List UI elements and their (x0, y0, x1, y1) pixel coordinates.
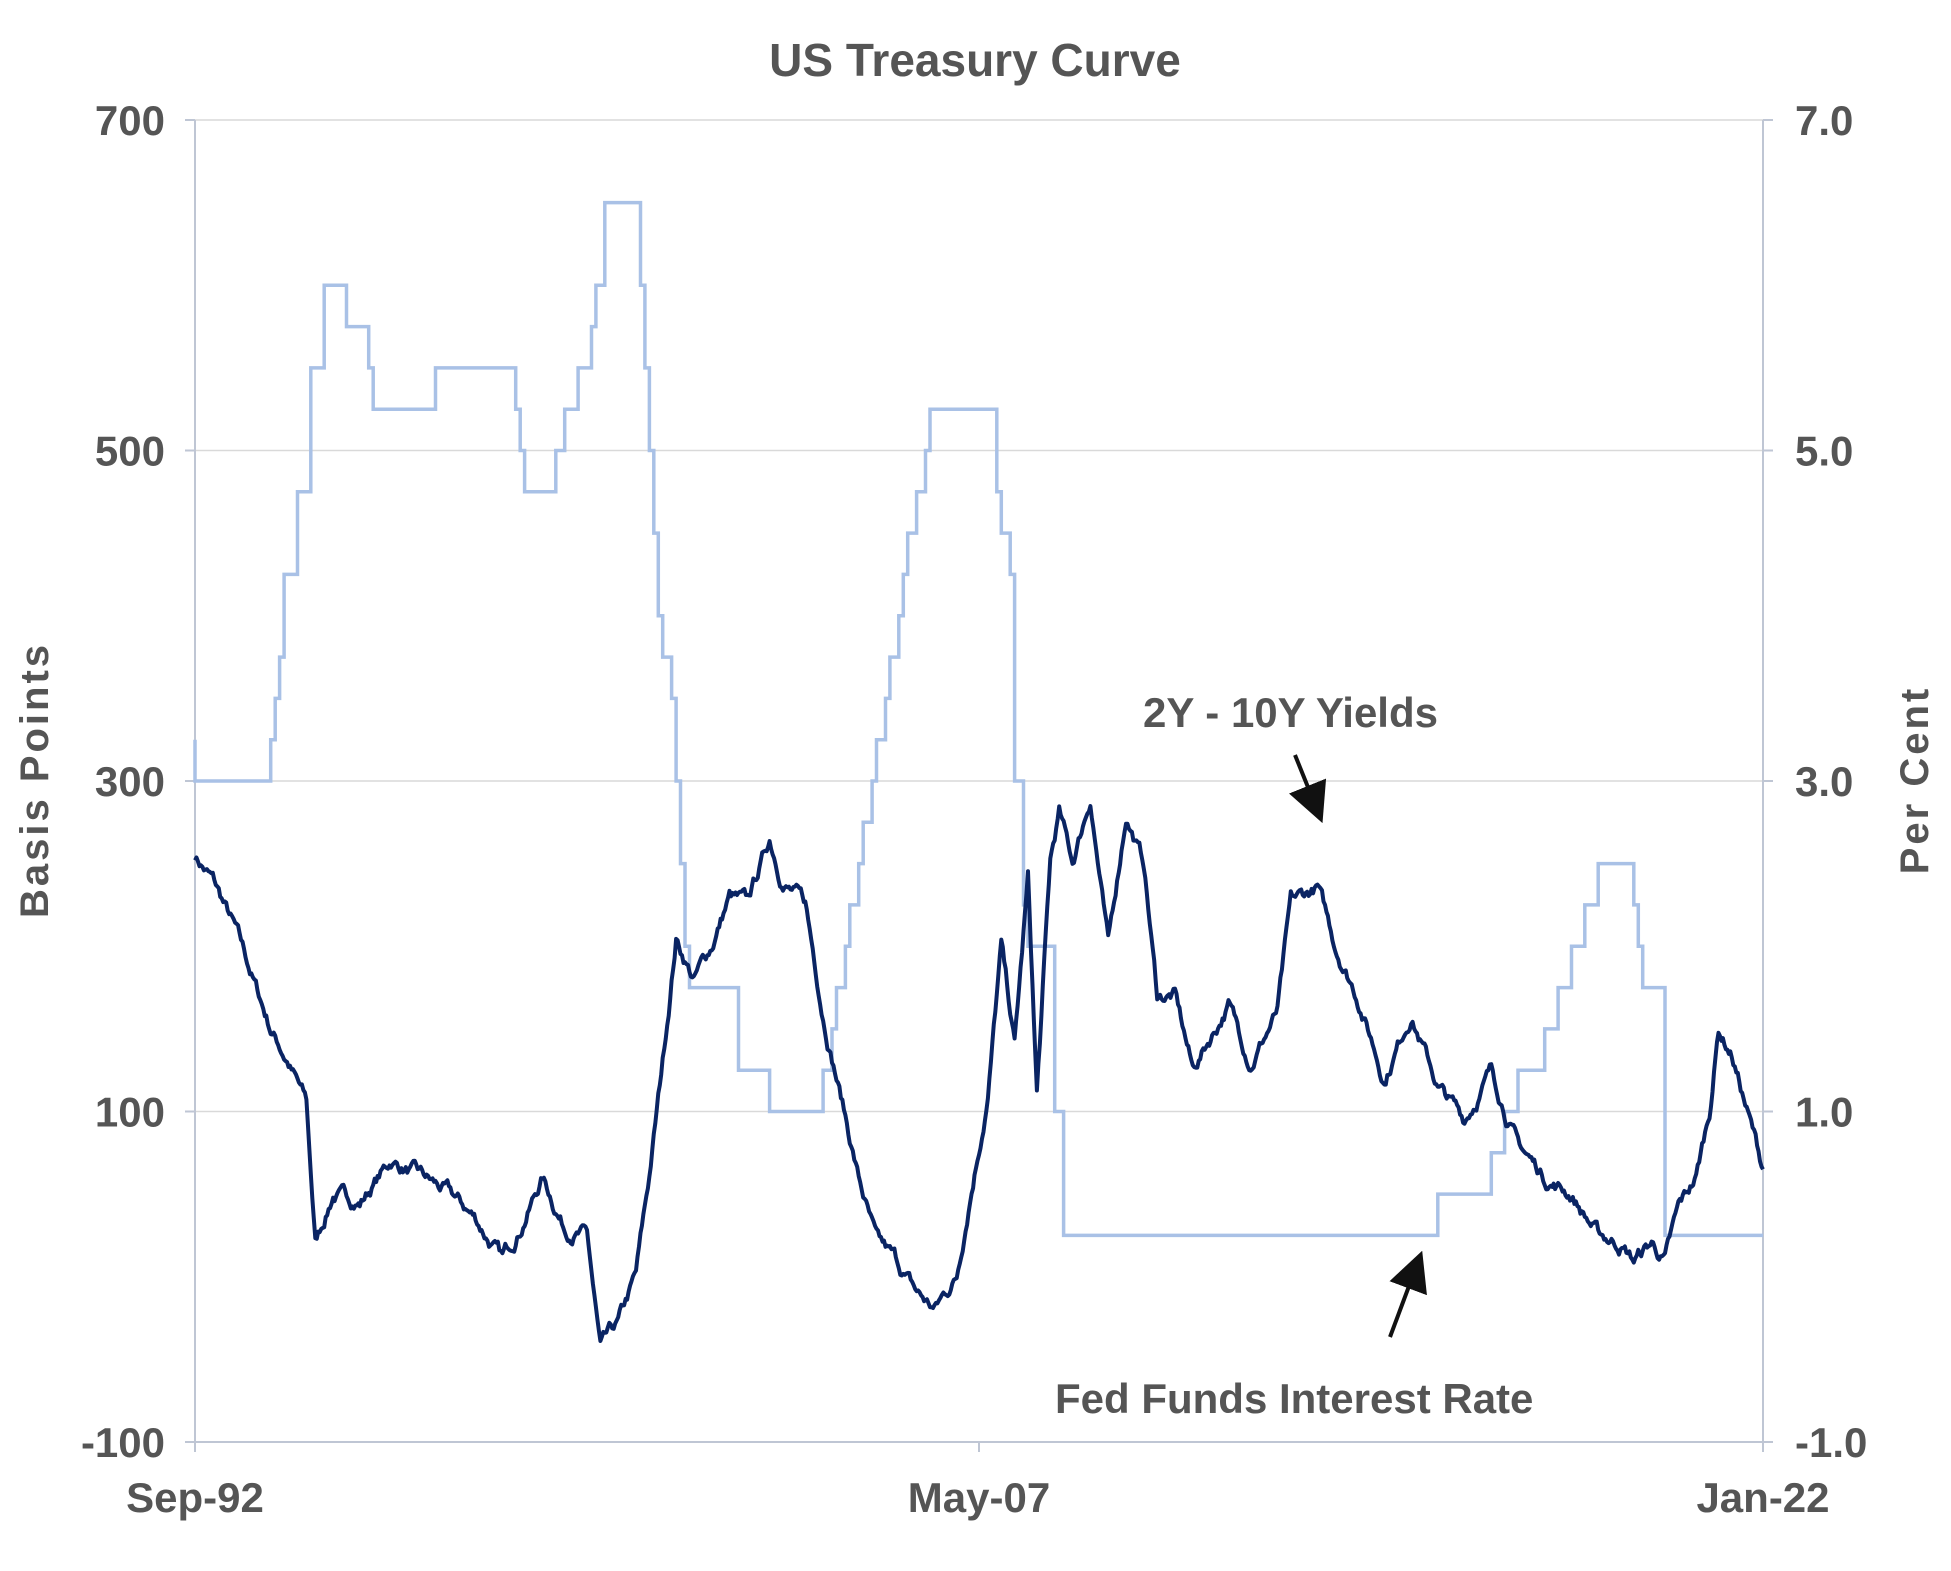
x-axis-ticks: Sep-92 May-07 Jan-22 (126, 1442, 1830, 1521)
series-line-2y-10y (193, 804, 1765, 1343)
annotation-2y-10y: 2Y - 10Y Yields (1143, 689, 1438, 736)
chart-title: US Treasury Curve (769, 34, 1181, 86)
gridlines (195, 119, 1763, 1443)
left-tick-label: 100 (95, 1089, 165, 1136)
annotation-arrow-2y-10y (1288, 754, 1327, 824)
left-axis-ticks: 700 500 300 100 -100 (81, 97, 195, 1466)
x-tick-label: May-07 (908, 1474, 1050, 1521)
right-axis-ticks: 7.0 5.0 3.0 1.0 -1.0 (1763, 97, 1867, 1466)
left-tick-label: 300 (95, 758, 165, 805)
annotation-arrow-fed-funds (1388, 1250, 1427, 1338)
x-tick-label: Jan-22 (1696, 1474, 1829, 1521)
right-tick-label: 7.0 (1795, 97, 1853, 144)
right-tick-label: 1.0 (1795, 1089, 1853, 1136)
x-tick-label: Sep-92 (126, 1474, 264, 1521)
right-tick-label: -1.0 (1795, 1419, 1867, 1466)
right-axis-label: Per Cent (1893, 686, 1937, 875)
left-axis-label: Basis Points (13, 642, 57, 918)
left-tick-label: -100 (81, 1419, 165, 1466)
series-line-fed-funds (193, 200, 1763, 1238)
annotation-fed-funds: Fed Funds Interest Rate (1055, 1375, 1533, 1422)
left-tick-label: 500 (95, 428, 165, 475)
right-tick-label: 5.0 (1795, 428, 1853, 475)
left-tick-label: 700 (95, 97, 165, 144)
right-tick-label: 3.0 (1795, 758, 1853, 805)
